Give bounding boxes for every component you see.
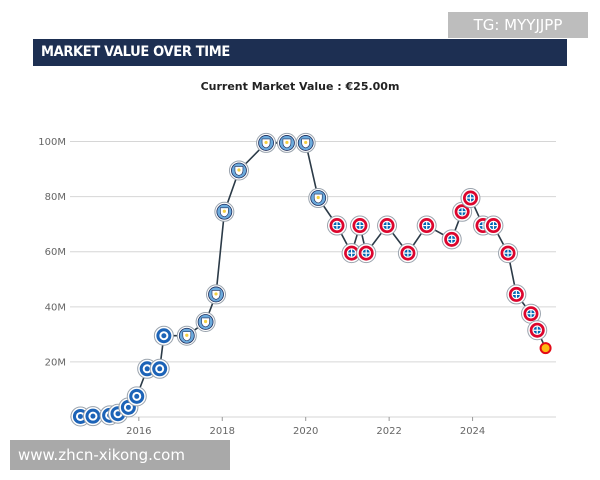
data-point-city-crest[interactable] [214, 201, 235, 222]
y-tick-label: 40M [45, 302, 66, 313]
data-point-bayern-crest[interactable] [520, 303, 541, 324]
point-layer [70, 132, 552, 427]
y-tick-label: 80M [45, 192, 66, 203]
data-point-schalke-crest[interactable] [118, 397, 139, 418]
data-point-bayern-crest[interactable] [356, 243, 377, 264]
y-tick-label: 60M [45, 247, 66, 258]
x-tick-label: 2016 [126, 426, 151, 437]
data-point-bayern-crest[interactable] [397, 243, 418, 264]
data-point-bayern-crest[interactable] [416, 215, 437, 236]
y-tick-label: 20M [45, 357, 66, 368]
data-point-city-crest[interactable] [195, 311, 216, 332]
data-point-bayern-crest[interactable] [349, 215, 370, 236]
data-point-bayern-crest[interactable] [377, 215, 398, 236]
data-point-bayern-crest[interactable] [341, 243, 362, 264]
data-point-bayern-crest[interactable] [527, 320, 548, 341]
data-point-bayern-crest[interactable] [441, 229, 462, 250]
data-point-city-crest[interactable] [206, 284, 227, 305]
data-point-city-crest[interactable] [295, 132, 316, 153]
data-point-bayern-crest[interactable] [506, 284, 527, 305]
x-tick-label: 2022 [376, 426, 401, 437]
x-tick-label: 2024 [460, 426, 485, 437]
data-point-city-crest[interactable] [176, 325, 197, 346]
watermark-top: TG: MYYJJPP [448, 12, 588, 38]
data-point-galatasaray-crest[interactable] [539, 342, 552, 355]
x-tick-label: 2018 [210, 426, 235, 437]
page-title: MARKET VALUE OVER TIME [41, 44, 230, 60]
header-bar: MARKET VALUE OVER TIME [33, 39, 567, 66]
data-point-schalke-crest[interactable] [153, 325, 174, 346]
data-point-schalke-crest[interactable] [149, 358, 170, 379]
data-point-bayern-crest[interactable] [498, 243, 519, 264]
data-point-city-crest[interactable] [276, 132, 297, 153]
data-point-schalke-crest[interactable] [126, 386, 147, 407]
data-point-city-crest[interactable] [308, 188, 329, 209]
x-tick-label: 2020 [293, 426, 318, 437]
data-point-bayern-crest[interactable] [483, 215, 504, 236]
data-point-bayern-crest[interactable] [460, 188, 481, 209]
axis-layer: 20M 40M 60M 80M 100M 2016 2018 2020 2022 2024 [38, 137, 556, 437]
watermark-bottom: www.zhcn-xikong.com [10, 440, 230, 470]
data-point-city-crest[interactable] [256, 132, 277, 153]
y-tick-label: 100M [38, 137, 66, 148]
data-point-schalke-crest[interactable] [82, 406, 103, 427]
data-point-city-crest[interactable] [228, 160, 249, 181]
chart-subtitle: Current Market Value : €25.00m [200, 80, 400, 93]
data-point-bayern-crest[interactable] [452, 201, 473, 222]
data-point-bayern-crest[interactable] [326, 215, 347, 236]
